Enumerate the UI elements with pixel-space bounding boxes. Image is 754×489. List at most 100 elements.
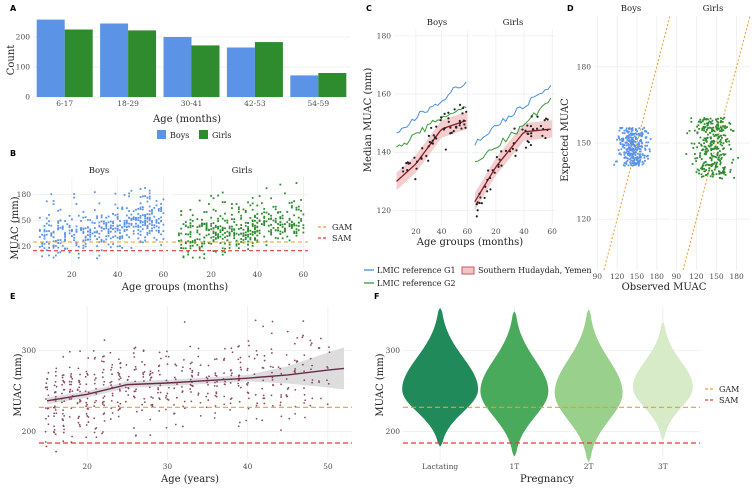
- data-point: [709, 120, 712, 123]
- data-point: [295, 206, 298, 209]
- x-tick-label: 18-29: [117, 99, 139, 108]
- median-point: [440, 116, 443, 119]
- data-point: [293, 370, 296, 373]
- data-point: [226, 219, 229, 222]
- data-point: [277, 366, 280, 369]
- data-point: [229, 382, 232, 384]
- data-point: [181, 425, 184, 428]
- data-point: [203, 240, 206, 243]
- data-point: [173, 387, 176, 390]
- data-point: [198, 224, 201, 227]
- data-point: [55, 450, 57, 453]
- median-point: [526, 124, 529, 127]
- data-point: [111, 373, 113, 376]
- data-point: [632, 150, 635, 153]
- data-point: [254, 216, 256, 219]
- data-point: [634, 151, 637, 153]
- data-point: [620, 148, 623, 151]
- data-point: [270, 197, 273, 200]
- data-point: [124, 400, 127, 403]
- legend-label-sam: SAM: [719, 396, 738, 405]
- data-point: [247, 407, 250, 410]
- data-point: [57, 242, 60, 244]
- data-point: [623, 147, 626, 149]
- data-point: [214, 233, 217, 235]
- data-point: [89, 238, 92, 241]
- data-point: [635, 163, 638, 166]
- data-point: [703, 123, 706, 125]
- data-point: [214, 234, 217, 236]
- data-point: [215, 375, 218, 377]
- median-point: [464, 126, 467, 129]
- x-tick-label: 180: [729, 272, 744, 281]
- data-point: [247, 248, 249, 251]
- median-point: [529, 143, 533, 147]
- data-point: [191, 225, 194, 227]
- data-point: [701, 168, 704, 171]
- data-point: [235, 203, 238, 205]
- data-point: [625, 127, 628, 130]
- data-point: [73, 196, 76, 199]
- data-point: [623, 157, 626, 159]
- data-point: [231, 228, 233, 231]
- series-line-lmic-reference-g2: [474, 97, 552, 163]
- data-point: [79, 390, 81, 393]
- data-point: [94, 428, 97, 430]
- data-point: [705, 139, 708, 142]
- data-point: [247, 235, 249, 238]
- data-point: [52, 203, 55, 206]
- median-point: [535, 127, 539, 130]
- data-point: [112, 212, 114, 215]
- data-point: [231, 230, 233, 233]
- data-point: [66, 247, 69, 250]
- data-point: [237, 228, 240, 230]
- data-point: [176, 396, 178, 399]
- data-point: [639, 158, 642, 161]
- data-point: [174, 363, 177, 366]
- data-point: [228, 227, 231, 230]
- data-point: [117, 415, 120, 418]
- data-point: [212, 240, 215, 242]
- data-point: [303, 379, 306, 382]
- bar-boys: [163, 37, 192, 97]
- median-point: [421, 147, 424, 150]
- panel-d-scatter: Boys Girls 90 120 150 180 90 120 150 1801201501…: [560, 4, 751, 293]
- data-point: [627, 147, 630, 150]
- data-point: [723, 147, 725, 150]
- data-point: [724, 174, 727, 176]
- data-point: [632, 157, 634, 159]
- data-point: [45, 217, 48, 220]
- data-point: [59, 251, 62, 254]
- x-tick-label: 120: [610, 272, 625, 281]
- data-point: [310, 344, 312, 346]
- data-point: [284, 192, 286, 195]
- panel-f-legend: GAM SAM: [705, 385, 739, 405]
- median-point: [435, 125, 438, 128]
- legend-label-lmic-g1: LMIC reference G1: [377, 266, 456, 275]
- data-point: [54, 254, 57, 257]
- data-point: [110, 384, 113, 386]
- data-point: [214, 394, 217, 397]
- data-point: [137, 219, 140, 222]
- data-point: [630, 156, 633, 159]
- data-point: [698, 169, 700, 172]
- data-point: [717, 158, 720, 161]
- data-point: [246, 369, 249, 372]
- data-point: [100, 238, 103, 241]
- data-point: [716, 128, 719, 131]
- data-point: [637, 132, 640, 135]
- data-point: [643, 156, 646, 159]
- data-point: [724, 166, 726, 169]
- data-point: [698, 172, 700, 175]
- data-point: [720, 156, 723, 159]
- data-point: [78, 415, 80, 418]
- data-point: [207, 242, 210, 245]
- median-point: [402, 170, 405, 173]
- data-point: [233, 229, 236, 231]
- data-point: [151, 224, 153, 227]
- data-point: [721, 170, 724, 173]
- data-point: [288, 417, 291, 420]
- panel-d-x-label: Observed MUAC: [622, 282, 707, 293]
